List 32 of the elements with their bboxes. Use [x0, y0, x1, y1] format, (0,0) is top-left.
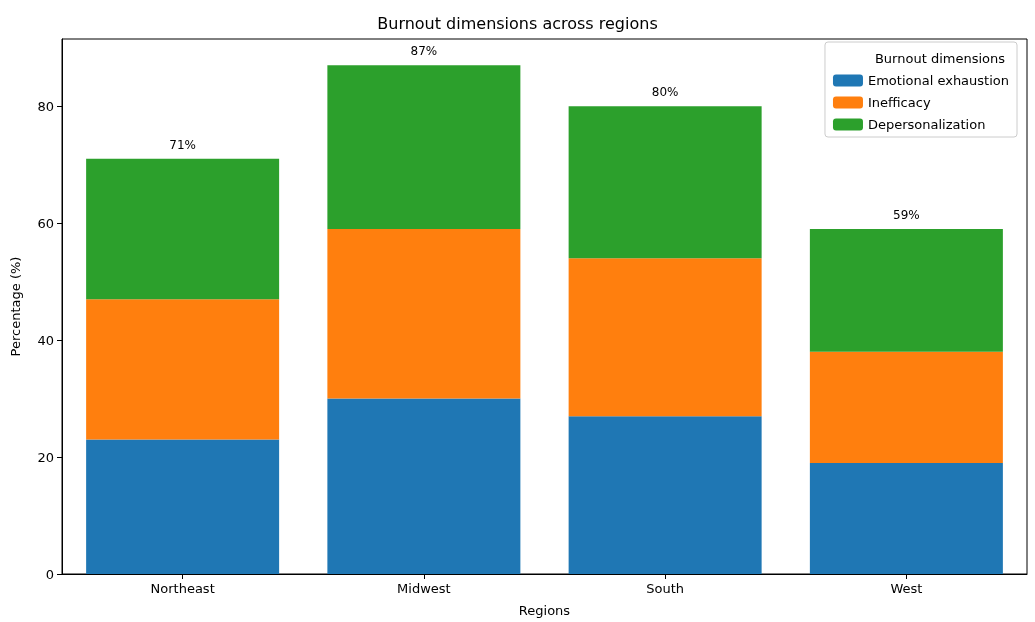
bar [86, 439, 280, 574]
legend-label: Inefficacy [867, 95, 931, 110]
bar [327, 65, 521, 230]
legend-label: Emotional exhaustion [867, 73, 1010, 88]
bar [86, 158, 280, 300]
x-axis-title: Regions [518, 603, 571, 618]
x-tick-label: South [646, 581, 685, 596]
bar [568, 416, 762, 574]
x-tick-label: Northeast [150, 581, 215, 596]
y-tick-label: 80 [37, 98, 54, 114]
y-tick-label: 20 [37, 449, 54, 465]
total-label: 59% [893, 208, 920, 223]
bar [809, 351, 1003, 463]
chart-title: Burnout dimensions across regions [377, 13, 658, 33]
total-label: 71% [169, 137, 196, 152]
x-tick-label: Midwest [397, 581, 451, 596]
total-label: 87% [410, 44, 438, 59]
y-tick-label: 60 [37, 215, 54, 231]
bar [568, 258, 762, 417]
y-axis-title: Percentage (%) [8, 256, 23, 357]
bar [568, 106, 762, 259]
y-tick-label: 40 [37, 332, 54, 348]
bar [809, 229, 1003, 352]
x-tick-label: West [890, 581, 923, 596]
total-label: 80% [651, 85, 679, 100]
bar [809, 462, 1003, 574]
y-tick-label: 0 [45, 566, 54, 582]
bar [327, 398, 521, 574]
legend-label: Depersonalization [867, 117, 986, 132]
legend-title: Burnout dimensions [874, 51, 1006, 66]
bar [86, 299, 280, 440]
bar [327, 229, 521, 399]
